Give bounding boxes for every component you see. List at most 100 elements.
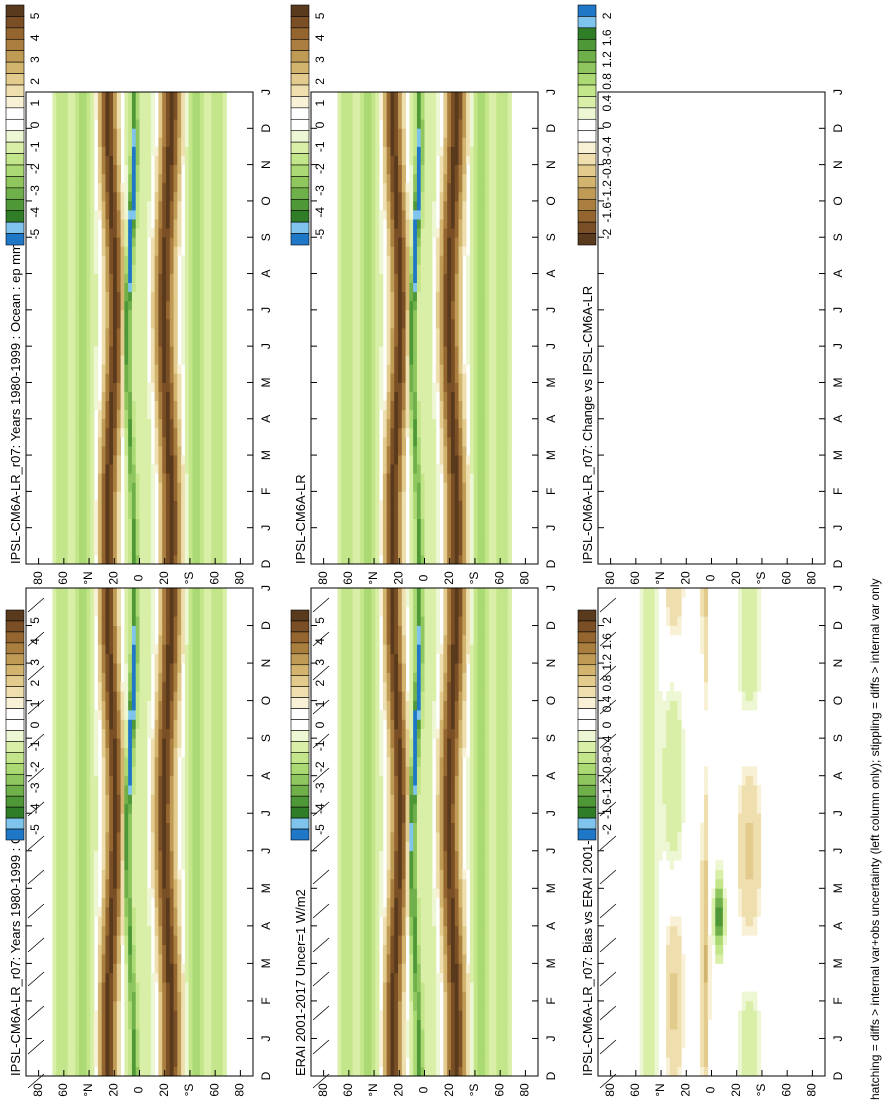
- colorbar-label: 0: [28, 721, 42, 728]
- heatmap-cell: [165, 794, 171, 805]
- heatmap-cell: [101, 803, 106, 814]
- heatmap-cell: [124, 237, 129, 247]
- heatmap-cell: [169, 273, 174, 284]
- heatmap-cell: [173, 264, 178, 274]
- heatmap-cell: [124, 766, 129, 777]
- heatmap-cell: [158, 436, 163, 447]
- heatmap-cell: [71, 728, 76, 739]
- heatmap-cell: [60, 756, 65, 767]
- heatmap-cell: [150, 473, 156, 483]
- heatmap-cell: [71, 146, 76, 156]
- heatmap-cell: [215, 700, 220, 711]
- heatmap-cell: [192, 710, 197, 720]
- heatmap-cell: [143, 545, 148, 556]
- heatmap-cell: [158, 219, 163, 229]
- heatmap-cell: [169, 191, 174, 202]
- heatmap-cell: [120, 860, 125, 870]
- heatmap-cell: [82, 972, 87, 983]
- heatmap-cell: [71, 822, 76, 833]
- heatmap-cell: [128, 813, 133, 824]
- heatmap-cell: [60, 427, 65, 438]
- heatmap-cell: [75, 291, 80, 302]
- heatmap-cell: [192, 373, 197, 383]
- heatmap-cell: [86, 850, 91, 861]
- heatmap-cell: [71, 653, 76, 664]
- heatmap-cell: [218, 291, 224, 302]
- heatmap-cell: [101, 822, 106, 833]
- heatmap-cell: [211, 273, 216, 284]
- heatmap-cell: [352, 841, 357, 852]
- heatmap-cell: [60, 364, 65, 374]
- heatmap-cell: [200, 509, 205, 520]
- heatmap-cell: [184, 237, 190, 247]
- heatmap-cell: [67, 728, 72, 739]
- heatmap-cell: [218, 191, 224, 202]
- heatmap-cell: [124, 455, 129, 465]
- heatmap-cell: [67, 382, 72, 392]
- heatmap-cell: [184, 832, 190, 842]
- heatmap-cell: [207, 663, 212, 673]
- heatmap-cell: [345, 813, 350, 824]
- heatmap-cell: [120, 255, 125, 265]
- heatmap-cell: [173, 888, 178, 899]
- heatmap-cell: [352, 1047, 357, 1058]
- heatmap-cell: [113, 841, 118, 852]
- heatmap-cell: [52, 182, 57, 193]
- heatmap-cell: [222, 822, 227, 833]
- heatmap-cell: [116, 860, 121, 870]
- heatmap-cell: [188, 597, 193, 608]
- heatmap-cell: [177, 409, 182, 420]
- heatmap-cell: [135, 328, 140, 338]
- heatmap-cell: [203, 634, 208, 645]
- heatmap-cell: [218, 500, 224, 510]
- heatmap-cell: [147, 616, 152, 626]
- heatmap-cell: [131, 237, 137, 247]
- heatmap-cell: [124, 536, 129, 547]
- heatmap-cell: [52, 822, 57, 833]
- heatmap-cell: [196, 982, 201, 992]
- heatmap-cell: [158, 173, 163, 184]
- heatmap-cell: [97, 491, 103, 501]
- colorbar-label: 1: [28, 700, 42, 707]
- heatmap-cell: [222, 237, 227, 247]
- heatmap-cell: [60, 536, 65, 547]
- heatmap-cell: [169, 246, 174, 256]
- heatmap-cell: [192, 1000, 197, 1011]
- heatmap-cell: [116, 710, 121, 720]
- heatmap-cell: [67, 785, 72, 795]
- heatmap-cell: [86, 119, 91, 129]
- heatmap-cell: [184, 409, 190, 420]
- heatmap-cell: [131, 328, 137, 338]
- heatmap-cell: [78, 101, 84, 111]
- heatmap-cell: [188, 963, 193, 974]
- heatmap-cell: [86, 545, 91, 556]
- heatmap-cell: [162, 191, 167, 202]
- heatmap-cell: [169, 907, 174, 917]
- heatmap-cell: [222, 391, 227, 402]
- heatmap-cell: [192, 409, 197, 420]
- heatmap-cell: [348, 925, 354, 936]
- heatmap-cell: [101, 446, 106, 456]
- colorbar-swatch: [5, 27, 25, 40]
- heatmap-cell: [196, 128, 201, 138]
- heatmap-cell: [82, 916, 87, 927]
- heatmap-cell: [71, 409, 76, 420]
- heatmap-cell: [211, 300, 216, 311]
- heatmap-cell: [131, 455, 137, 465]
- heatmap-cell: [177, 634, 182, 645]
- heatmap-cell: [177, 436, 182, 447]
- heatmap-cell: [113, 355, 118, 365]
- heatmap-cell: [215, 982, 220, 992]
- heatmap-cell: [63, 418, 69, 429]
- heatmap-cell: [78, 625, 84, 636]
- heatmap-cell: [71, 869, 76, 880]
- heatmap-cell: [63, 588, 69, 598]
- heatmap-cell: [116, 518, 121, 529]
- heatmap-cell: [158, 382, 163, 392]
- heatmap-cell: [128, 663, 133, 673]
- heatmap-cell: [154, 803, 159, 814]
- heatmap-cell: [200, 219, 205, 229]
- heatmap-cell: [154, 464, 159, 474]
- heatmap-cell: [101, 346, 106, 356]
- heatmap-cell: [75, 972, 80, 983]
